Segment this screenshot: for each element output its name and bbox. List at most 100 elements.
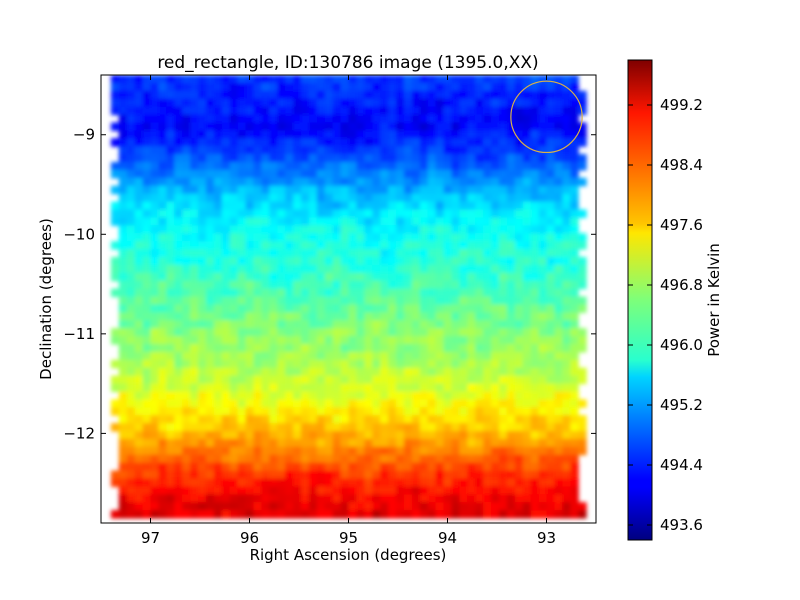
heatmap-cell bbox=[229, 486, 239, 495]
heatmap-cell bbox=[435, 462, 445, 472]
heatmap-cell bbox=[427, 177, 437, 187]
heatmap-cell bbox=[340, 201, 350, 211]
heatmap-cell bbox=[554, 328, 563, 337]
heatmap-cell bbox=[522, 154, 532, 163]
heatmap-cell bbox=[348, 391, 358, 400]
heatmap-cell bbox=[411, 154, 421, 163]
heatmap-cell bbox=[459, 320, 468, 329]
heatmap-cell bbox=[110, 470, 120, 480]
heatmap-cell bbox=[372, 367, 381, 377]
heatmap-cell bbox=[300, 233, 310, 242]
heatmap-cell bbox=[126, 138, 136, 147]
heatmap-cell bbox=[324, 502, 334, 511]
heatmap-cell bbox=[506, 328, 516, 337]
heatmap-cell bbox=[308, 454, 318, 464]
heatmap-cell bbox=[578, 304, 587, 313]
heatmap-cell bbox=[158, 431, 167, 440]
heatmap-cell bbox=[261, 138, 270, 147]
heatmap-cell bbox=[277, 130, 286, 139]
heatmap-cell bbox=[411, 375, 421, 385]
heatmap-cell bbox=[229, 201, 239, 211]
heatmap-cell bbox=[459, 359, 468, 369]
heatmap-cell bbox=[245, 288, 255, 298]
heatmap-cell bbox=[491, 146, 500, 155]
heatmap-cell bbox=[388, 209, 397, 218]
heatmap-cell bbox=[340, 383, 350, 393]
heatmap-cell bbox=[300, 130, 310, 139]
heatmap-cell bbox=[126, 280, 136, 290]
heatmap-cell bbox=[198, 431, 207, 440]
heatmap-cell bbox=[158, 209, 167, 218]
heatmap-cell bbox=[388, 478, 397, 487]
heatmap-cell bbox=[110, 264, 120, 274]
heatmap-cell bbox=[451, 201, 460, 211]
heatmap-cell bbox=[419, 130, 429, 139]
heatmap-cell bbox=[427, 502, 437, 511]
heatmap-cell bbox=[562, 225, 571, 234]
heatmap-cell bbox=[229, 328, 239, 337]
heatmap-cell bbox=[443, 82, 453, 92]
heatmap-cell bbox=[522, 320, 532, 329]
heatmap-cell bbox=[269, 407, 278, 416]
heatmap-cell bbox=[570, 106, 579, 116]
heatmap-cell bbox=[498, 154, 508, 163]
heatmap-cell bbox=[229, 90, 239, 100]
heatmap-cell bbox=[332, 510, 342, 519]
heatmap-cell bbox=[142, 114, 152, 124]
heatmap-cell bbox=[475, 486, 484, 495]
heatmap-cell bbox=[293, 328, 302, 337]
heatmap-cell bbox=[308, 75, 318, 84]
heatmap-cell bbox=[546, 225, 556, 234]
heatmap-cell bbox=[293, 399, 302, 408]
heatmap-cell bbox=[554, 169, 563, 179]
heatmap-cell bbox=[126, 359, 136, 369]
heatmap-cell bbox=[451, 217, 460, 226]
heatmap-cell bbox=[380, 336, 389, 345]
heatmap-cell bbox=[364, 82, 373, 92]
heatmap-cell bbox=[530, 446, 540, 456]
heatmap-cell bbox=[554, 343, 563, 353]
heatmap-cell bbox=[427, 185, 437, 195]
heatmap-cell bbox=[562, 502, 571, 511]
heatmap-cell bbox=[110, 423, 120, 432]
heatmap-cell bbox=[126, 98, 136, 108]
heatmap-cell bbox=[483, 288, 492, 298]
heatmap-cell bbox=[158, 162, 167, 171]
heatmap-cell bbox=[514, 106, 524, 116]
heatmap-cell bbox=[380, 162, 389, 171]
heatmap-cell bbox=[396, 193, 405, 203]
heatmap-cell bbox=[562, 201, 571, 211]
heatmap-cell bbox=[198, 98, 207, 108]
heatmap-cell bbox=[427, 75, 437, 84]
heatmap-cell bbox=[396, 415, 405, 424]
heatmap-cell bbox=[134, 241, 144, 250]
heatmap-cell bbox=[110, 478, 120, 487]
heatmap-cell bbox=[205, 177, 215, 187]
heatmap-cell bbox=[142, 494, 152, 503]
heatmap-cell bbox=[308, 296, 318, 306]
heatmap-cell bbox=[467, 75, 476, 84]
heatmap-cell bbox=[506, 162, 516, 171]
heatmap-cell bbox=[245, 233, 255, 242]
heatmap-cell bbox=[237, 415, 247, 424]
heatmap-cell bbox=[134, 502, 144, 511]
heatmap-cell bbox=[364, 272, 373, 282]
heatmap-cell bbox=[229, 185, 239, 195]
heatmap-cell bbox=[190, 217, 199, 226]
heatmap-cell bbox=[522, 391, 532, 400]
x-tick-label: 97 bbox=[141, 529, 160, 547]
heatmap-cell bbox=[388, 438, 397, 448]
heatmap-cell bbox=[229, 256, 239, 266]
heatmap-cell bbox=[514, 225, 524, 234]
heatmap-cell bbox=[205, 359, 215, 369]
heatmap-cell bbox=[166, 328, 175, 337]
heatmap-cell bbox=[182, 201, 191, 211]
heatmap-cell bbox=[190, 478, 199, 487]
heatmap-cell bbox=[245, 264, 255, 274]
heatmap-cell bbox=[403, 359, 413, 369]
heatmap-cell bbox=[166, 249, 175, 258]
heatmap-cell bbox=[182, 225, 191, 234]
heatmap-cell bbox=[229, 510, 239, 519]
heatmap-cell bbox=[348, 502, 358, 511]
heatmap-cell bbox=[285, 304, 294, 313]
